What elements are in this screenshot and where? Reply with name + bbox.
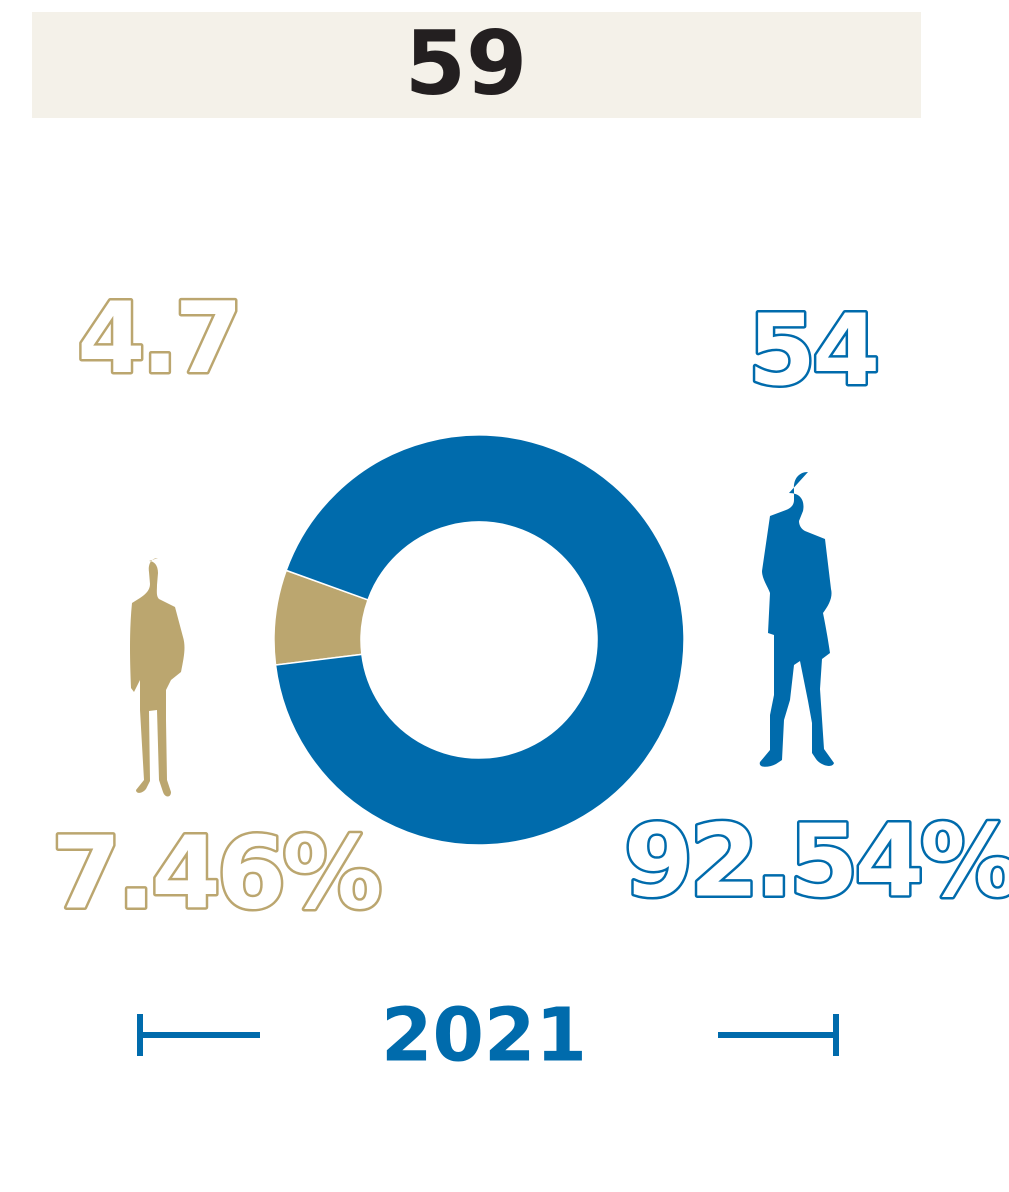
title-band (32, 12, 921, 118)
donut-slice (274, 434, 685, 846)
donut (273, 434, 685, 846)
count-left: 4.7 (77, 282, 239, 396)
figure-left (130, 558, 185, 797)
count-right: 54 (748, 294, 876, 408)
value-label: 92.54% (624, 802, 1009, 919)
year-bracket (137, 1014, 839, 1056)
value-label: 7.46% (52, 814, 381, 931)
chart-title: 59 (405, 12, 527, 115)
year-label: 2021 (381, 993, 587, 1079)
figure-right (759, 472, 834, 767)
